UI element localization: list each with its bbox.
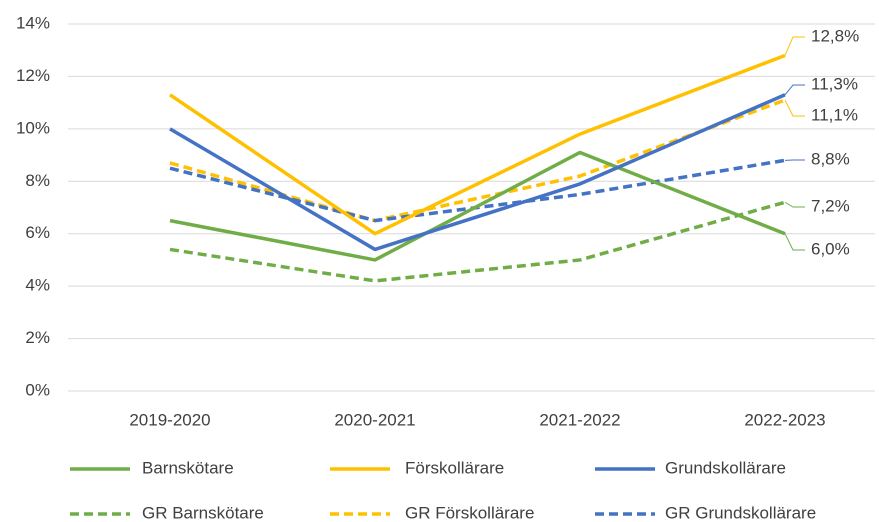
legend-label: GR Förskollärare bbox=[405, 503, 534, 522]
y-tick-label: 14% bbox=[16, 13, 50, 32]
data-label: 11,3% bbox=[811, 74, 858, 93]
data-label: 7,2% bbox=[811, 196, 850, 215]
series-line bbox=[169, 158, 786, 223]
leader-line bbox=[784, 99, 805, 117]
legend-label: GR Barnskötare bbox=[142, 503, 264, 522]
x-tick-label: 2019-2020 bbox=[129, 410, 210, 429]
data-label: 11,1% bbox=[811, 105, 858, 124]
data-label: 6,0% bbox=[811, 239, 850, 258]
series-line bbox=[169, 150, 786, 262]
x-tick-label: 2020-2021 bbox=[334, 410, 415, 429]
y-tick-label: 12% bbox=[16, 66, 50, 85]
series-line bbox=[169, 93, 786, 252]
leader-line bbox=[784, 233, 805, 251]
leader-line bbox=[784, 84, 805, 96]
x-tick-label: 2021-2022 bbox=[539, 410, 620, 429]
series-line bbox=[169, 98, 786, 223]
series-line bbox=[169, 53, 786, 236]
y-tick-label: 10% bbox=[16, 118, 50, 137]
leader-line bbox=[784, 201, 805, 208]
legend-label: Barnskötare bbox=[142, 458, 234, 477]
legend-label: Förskollärare bbox=[405, 458, 504, 477]
y-tick-label: 0% bbox=[25, 380, 50, 399]
legend-label: Grundskollärare bbox=[665, 458, 786, 477]
y-tick-label: 6% bbox=[25, 223, 50, 242]
y-tick-label: 8% bbox=[25, 171, 50, 190]
data-label: 8,8% bbox=[811, 149, 850, 168]
y-tick-label: 2% bbox=[25, 328, 50, 347]
legend-label: GR Grundskollärare bbox=[665, 503, 816, 522]
x-tick-label: 2022-2023 bbox=[744, 410, 825, 429]
series-line bbox=[169, 200, 786, 283]
leader-line bbox=[784, 36, 805, 56]
data-label: 12,8% bbox=[811, 26, 859, 45]
y-tick-label: 4% bbox=[25, 276, 50, 295]
